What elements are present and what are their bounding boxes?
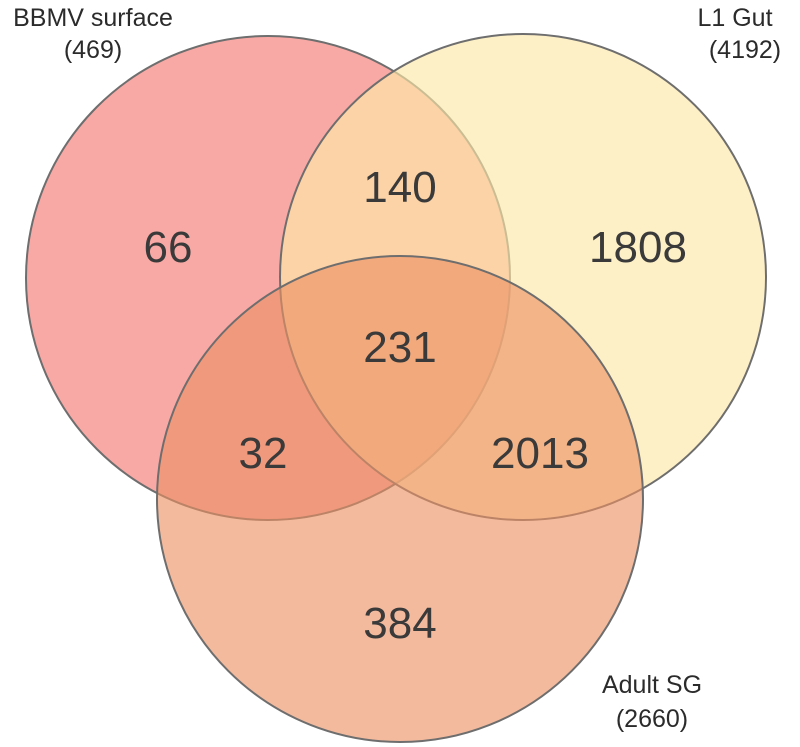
set-circle-adult-sg xyxy=(156,255,644,743)
region-count-bbmv-adult: 32 xyxy=(239,429,288,478)
set-label-adult-sg-name: Adult SG xyxy=(602,671,702,699)
region-count-l1-only: 1808 xyxy=(589,223,687,272)
region-count-bbmv-only: 66 xyxy=(144,223,193,272)
set-label-bbmv-surface-total: (469) xyxy=(64,36,122,64)
set-label-l1-gut-total: (4192) xyxy=(709,36,781,64)
region-count-all-three: 231 xyxy=(363,323,436,372)
region-count-adult-only: 384 xyxy=(363,599,436,648)
region-count-bbmv-l1: 140 xyxy=(363,163,436,212)
region-count-l1-adult: 2013 xyxy=(491,429,589,478)
set-label-adult-sg-total: (2660) xyxy=(616,705,688,733)
set-label-l1-gut-name: L1 Gut xyxy=(697,4,772,32)
set-label-bbmv-surface-name: BBMV surface xyxy=(13,4,173,32)
